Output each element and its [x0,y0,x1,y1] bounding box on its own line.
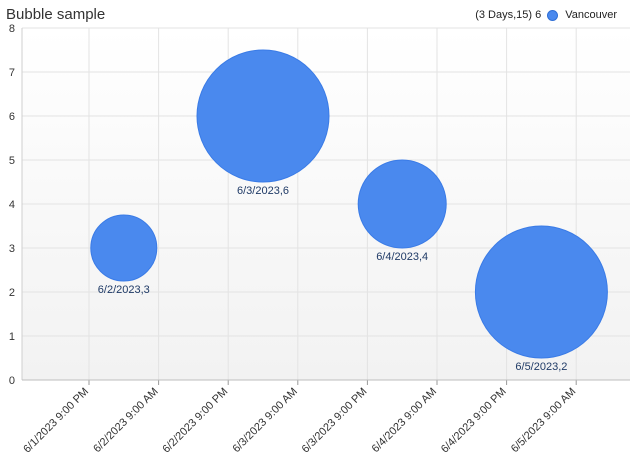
legend: (3 Days,15) 6 Vancouver [475,9,617,21]
y-tick-label: 8 [9,23,15,35]
y-tick-label: 4 [9,199,15,211]
y-tick-label: 6 [9,111,15,123]
x-tick-label: 6/1/2023 9:00 PM [21,386,91,456]
x-tick-label: 6/2/2023 9:00 AM [91,386,160,455]
x-tick-label: 6/3/2023 9:00 PM [300,386,370,456]
legend-note: (3 Days,15) 6 [475,9,542,21]
legend-swatch [547,9,559,21]
y-tick-label: 0 [9,375,15,387]
y-tick-label: 7 [9,67,15,79]
bubble-data-label: 6/2/2023,3 [98,284,150,296]
x-tick-label: 6/4/2023 9:00 PM [439,386,509,456]
bubble [90,214,158,282]
x-tick-label: 6/3/2023 9:00 AM [230,386,299,455]
bubble [357,159,447,249]
chart-title: Bubble sample [6,6,106,23]
y-tick-label: 2 [9,287,15,299]
x-tick-label: 6/4/2023 9:00 AM [370,386,439,455]
y-tick-label: 1 [9,331,15,343]
x-tick-label: 6/2/2023 9:00 PM [160,386,230,456]
bubble-data-label: 6/5/2023,2 [515,361,567,373]
y-tick-label: 5 [9,155,15,167]
bubble-data-label: 6/4/2023,4 [376,251,428,263]
legend-label-vancouver: Vancouver [565,9,617,21]
bubble [196,49,330,183]
bubble-data-label: 6/3/2023,6 [237,185,289,197]
x-tick-label: 6/5/2023 9:00 AM [509,386,578,455]
y-tick-label: 3 [9,243,15,255]
bubble [474,225,608,359]
